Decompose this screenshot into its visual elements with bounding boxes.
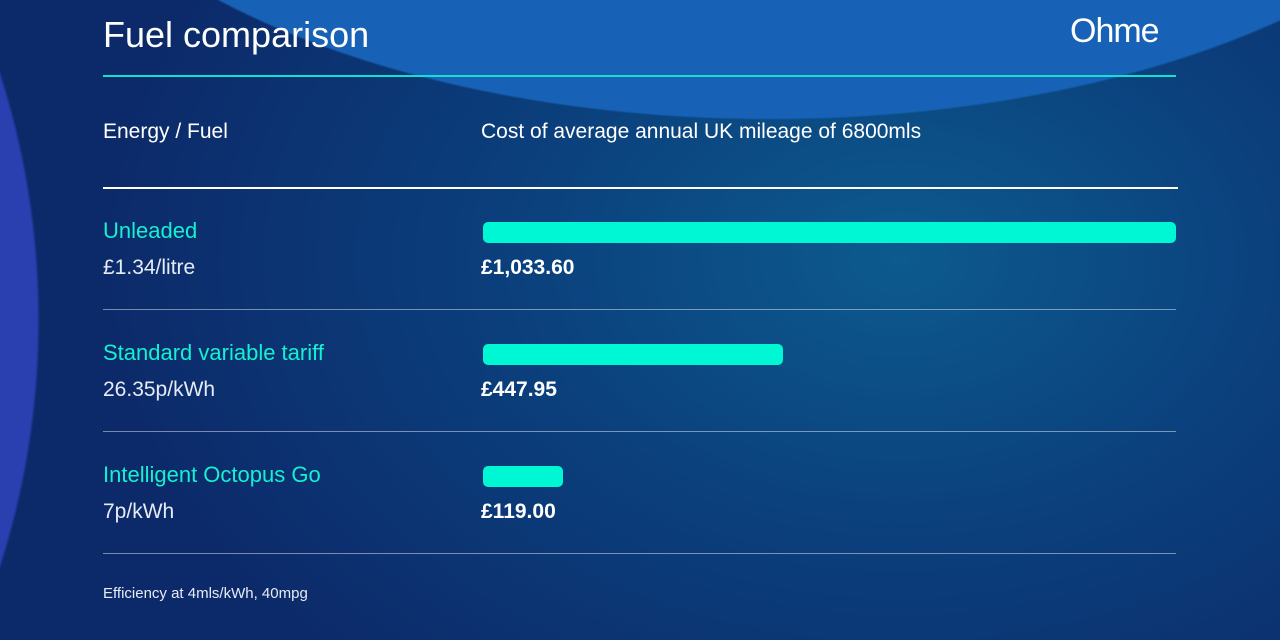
- column-header-cost: Cost of average annual UK mileage of 680…: [481, 120, 922, 143]
- value-label: £119.00: [481, 500, 556, 523]
- bar: [483, 222, 1176, 243]
- value-label: £1,033.60: [481, 256, 575, 279]
- category-label: Unleaded: [103, 218, 198, 243]
- bar: [483, 344, 784, 365]
- row-divider: [103, 553, 1176, 554]
- row-divider: [103, 309, 1176, 310]
- category-label: Intelligent Octopus Go: [103, 462, 321, 487]
- title-divider: [103, 75, 1176, 77]
- rate-label: £1.34/litre: [103, 256, 196, 279]
- value-label: £447.95: [481, 378, 557, 401]
- rate-label: 26.35p/kWh: [103, 378, 216, 401]
- row-divider: [103, 431, 1176, 432]
- ohme-logo: Ohme: [1070, 12, 1160, 50]
- footnote: Efficiency at 4mls/kWh, 40mpg: [103, 585, 308, 602]
- bar: [483, 466, 563, 487]
- page-title: Fuel comparison: [103, 14, 370, 55]
- column-header-fuel: Energy / Fuel: [103, 120, 228, 143]
- header-divider: [103, 187, 1178, 189]
- rate-label: 7p/kWh: [103, 500, 175, 523]
- category-label: Standard variable tariff: [103, 340, 324, 365]
